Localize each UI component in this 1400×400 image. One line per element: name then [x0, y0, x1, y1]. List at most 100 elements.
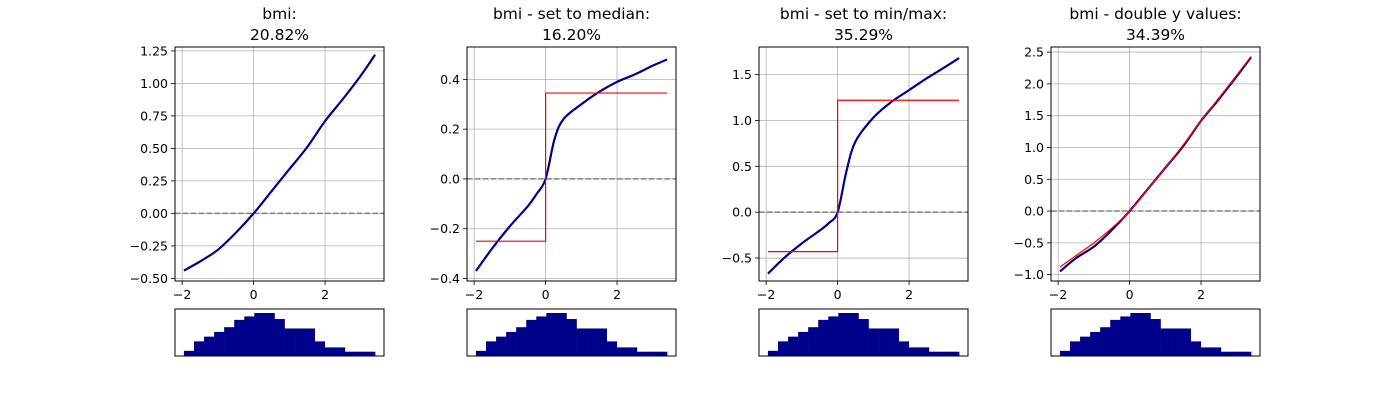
panel-1-histogram-bar — [193, 341, 205, 356]
panel-4-x-tick-label: −2 — [1049, 287, 1067, 302]
panel-2-y-tick-label: 0.4 — [440, 72, 460, 87]
panel-2-histogram-bar — [516, 327, 527, 356]
panel-4-histogram-bar — [1200, 347, 1212, 356]
panel-3-histogram-bar — [938, 351, 950, 356]
panel-4-y-tick-label: 2.5 — [1024, 45, 1044, 60]
panel-1-histogram-bar — [294, 328, 305, 356]
panel-4-histogram-bar — [1241, 351, 1252, 356]
panel-4-histogram-bar — [1120, 316, 1131, 356]
panel-2-y-tick-label: −0.2 — [430, 221, 460, 236]
panel-1: bmi: 20.82% −2 0 2 −0.50 −0.25 0.00 0.25 0.50 0.… — [130, 5, 385, 357]
panel-1-histogram-bar — [183, 350, 195, 356]
panel-2-series-1-line — [475, 58, 668, 272]
panel-4-histogram-bar — [1100, 327, 1111, 356]
panel-1-histogram-bar — [264, 313, 275, 356]
panel-4-title-line2: 34.39% — [1126, 26, 1185, 44]
panel-3: bmi - set to min/max: 35.29% −2 0 2 −0.5 0.0… — [722, 5, 969, 357]
panel-3-y-tick-label: 0.0 — [732, 205, 752, 220]
panel-3-x-tick-label: 2 — [905, 287, 913, 302]
panel-1-y-tick-label: 0.00 — [140, 206, 168, 221]
panel-2-histogram — [475, 313, 668, 356]
panel-4-histogram-bar — [1059, 350, 1071, 356]
panel-1-histogram-bar — [344, 351, 356, 356]
panel-4-y-tick-label: 1.5 — [1024, 108, 1044, 123]
panel-2-axes-frame — [466, 46, 677, 282]
panel-1-x-tick-label: −2 — [173, 287, 191, 302]
panel-2-histogram-bar — [576, 328, 587, 356]
panel-3-histogram-frame — [758, 308, 969, 357]
panel-2: bmi - set to median: 16.20% −2 0 2 −0.4 −0.2… — [430, 5, 677, 357]
panel-1-title-line1: bmi: — [262, 5, 296, 23]
panel-4-x-tick-label: 2 — [1197, 287, 1205, 302]
panel-4-histogram-bar — [1150, 319, 1161, 356]
panel-4-histogram-bar — [1140, 313, 1151, 356]
panel-3-histogram — [767, 313, 960, 356]
panel-2-histogram-bar — [536, 316, 547, 356]
panel-4-histogram-bar — [1190, 341, 1202, 356]
panel-2-histogram-bar — [606, 341, 618, 356]
panel-1-title-line2: 20.82% — [250, 26, 309, 44]
panel-4-histogram-bar — [1170, 328, 1181, 356]
panel-3-histogram-bar — [908, 347, 920, 356]
panel-3-histogram-bar — [808, 327, 819, 356]
panel-1-y-tick-label: 0.50 — [140, 141, 168, 156]
panel-2-histogram-bar — [566, 319, 577, 356]
panel-1-histogram-bar — [324, 347, 336, 356]
panel-3-x-tick-label: −2 — [757, 287, 775, 302]
panel-3-title-line1: bmi - set to min/max: — [780, 5, 947, 23]
panel-2-histogram-bar — [506, 331, 517, 356]
panel-1-y-tick-label: 1.00 — [140, 76, 168, 91]
panel-3-histogram-bar — [868, 328, 879, 356]
panel-1-x-tick-label: 0 — [250, 287, 258, 302]
panel-4-grid — [1051, 47, 1260, 281]
panel-1-y-tick-label: −0.50 — [130, 271, 168, 286]
panel-2-y-tick-label: −0.4 — [430, 271, 460, 286]
panel-4-y-tick-label: 1.0 — [1024, 140, 1044, 155]
panel-1-histogram-bar — [334, 347, 346, 356]
panel-3-y-tick-label: 1.0 — [732, 113, 752, 128]
panel-2-histogram-frame — [466, 308, 677, 357]
panel-4-histogram-bar — [1210, 347, 1222, 356]
panel-4-histogram-frame — [1050, 308, 1261, 357]
panel-4-histogram-bar — [1090, 331, 1101, 356]
panel-3-histogram-bar — [848, 313, 859, 356]
panel-3-y-tick-label: 1.5 — [732, 67, 752, 82]
panel-2-series-2-line — [475, 92, 668, 242]
panel-4: bmi - double y values: 34.39% −2 0 2 −1.0 −0… — [1014, 5, 1261, 357]
panel-1-x-tick-label: 2 — [321, 287, 329, 302]
panel-3-histogram-bar — [788, 336, 799, 356]
panel-2-histogram-bar — [556, 313, 567, 356]
panel-4-series-1-line — [1059, 56, 1252, 273]
panel-4-y-tick-label: 2.0 — [1024, 76, 1044, 91]
panel-2-y-tick-label: 0.0 — [440, 171, 460, 186]
panel-4-axes-frame — [1050, 46, 1261, 282]
panel-4-histogram-bar — [1160, 328, 1171, 356]
panel-1-histogram-bar — [284, 328, 295, 356]
panel-4-y-tick-label: 0.5 — [1024, 172, 1044, 187]
panel-3-histogram-bar — [838, 313, 849, 356]
panel-3-series-2-line — [767, 99, 960, 253]
panel-2-grid — [467, 47, 676, 281]
panel-3-histogram-bar — [878, 328, 889, 356]
panel-3-histogram-bar — [858, 319, 869, 356]
panel-1-histogram — [183, 313, 376, 356]
panel-2-histogram-bar — [496, 336, 507, 356]
panel-4-histogram-bar — [1110, 319, 1121, 356]
panel-2-histogram-bar — [475, 350, 487, 356]
panel-1-histogram-frame — [174, 308, 385, 357]
panel-2-histogram-bar — [596, 328, 608, 356]
panel-2-histogram-bar — [616, 347, 628, 356]
panel-4-y-tick-label: 0.0 — [1024, 204, 1044, 219]
panel-3-y-tick-label: −0.5 — [722, 251, 752, 266]
panel-2-x-tick-label: 2 — [613, 287, 621, 302]
panel-4-histogram — [1059, 313, 1252, 356]
panel-2-histogram-bar — [586, 328, 597, 356]
panel-2-x-tick-label: 0 — [542, 287, 550, 302]
panel-3-histogram-bar — [798, 331, 809, 356]
panel-1-y-tick-label: 1.25 — [140, 43, 168, 58]
panel-4-histogram-bar — [1080, 336, 1091, 356]
panel-3-histogram-bar — [928, 351, 940, 356]
panel-3-histogram-bar — [898, 341, 910, 356]
panel-1-histogram-bar — [304, 328, 316, 356]
